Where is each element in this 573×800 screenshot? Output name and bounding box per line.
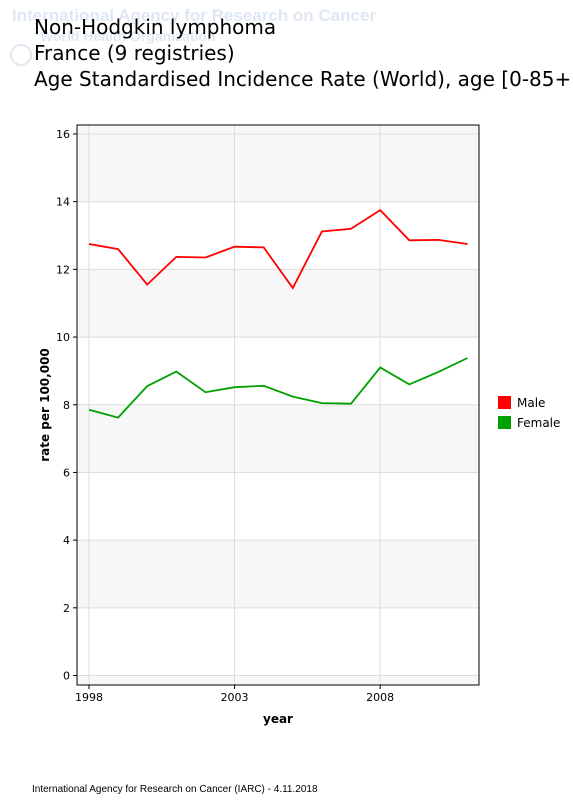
x-axis-title: year <box>263 712 293 726</box>
plot-band <box>77 540 479 608</box>
chart-title: Non-Hodgkin lymphoma France (9 registrie… <box>34 14 573 92</box>
legend-label-female: Female <box>517 416 560 430</box>
series-line-female <box>88 357 468 419</box>
title-line-2: France (9 registries) <box>34 41 235 65</box>
title-line-3: Age Standardised Incidence Rate (World),… <box>34 67 573 91</box>
y-tick-label: 6 <box>63 466 70 479</box>
watermark-line1: International Agency for Research on Can… <box>12 6 377 25</box>
plot-band <box>77 269 479 338</box>
y-tick-label: 8 <box>63 399 70 412</box>
y-tick-label: 2 <box>63 602 70 615</box>
y-tick-label: 10 <box>56 331 70 344</box>
plot-band <box>77 404 479 473</box>
watermark: International Agency for Research on Can… <box>12 6 376 46</box>
series-line-male <box>88 208 468 290</box>
plot-band <box>77 134 479 202</box>
footer-credit: International Agency for Research on Can… <box>32 784 318 795</box>
watermark-line2: World Health Organization <box>40 28 216 44</box>
x-tick-label: 1998 <box>75 691 103 704</box>
y-tick-label: 14 <box>56 196 70 209</box>
x-tick-label: 2008 <box>366 691 394 704</box>
title-line-1: Non-Hodgkin lymphoma <box>34 15 277 39</box>
legend-swatch-male <box>498 396 511 409</box>
series-lines <box>88 208 468 419</box>
y-tick-label: 12 <box>56 263 70 276</box>
legend: Male Female <box>498 396 560 430</box>
globe-icon <box>10 44 32 66</box>
plot-band <box>77 675 479 685</box>
y-tick-label: 4 <box>63 534 70 547</box>
legend-label-male: Male <box>517 396 545 410</box>
plot-band <box>77 125 479 134</box>
y-tick-label: 0 <box>63 670 70 683</box>
axis-ticks: 0 2 4 6 8 10 12 14 16 1998 2003 2008 <box>56 128 394 704</box>
legend-swatch-female <box>498 416 511 429</box>
y-axis-title: rate per 100,000 <box>38 348 52 462</box>
x-tick-label: 2003 <box>221 691 249 704</box>
y-tick-label: 16 <box>56 128 70 141</box>
grid-lines <box>77 125 479 685</box>
